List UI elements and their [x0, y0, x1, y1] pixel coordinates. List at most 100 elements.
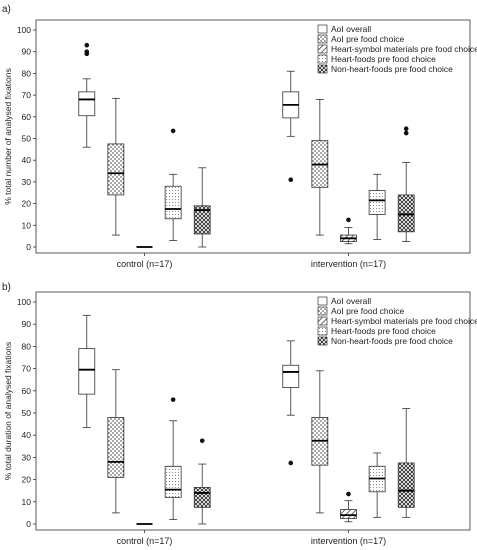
box-4-0: [193, 438, 211, 525]
box-0-0: [78, 314, 96, 428]
y-tick-label: 10: [22, 497, 32, 507]
y-axis-label: % total duration of analysed fixations: [3, 342, 13, 480]
box-3-1: [368, 173, 386, 240]
outlier-point: [84, 42, 90, 48]
y-tick-label: 90: [22, 47, 32, 57]
y-tick-label: 80: [22, 68, 32, 78]
legend-swatch: [317, 306, 328, 316]
legend-swatch: [317, 296, 328, 306]
outlier-point: [403, 126, 409, 132]
plot-frame: [35, 19, 471, 254]
y-tick-label: 100: [17, 25, 31, 35]
legend-entry: Non-heart-foods pre food choice: [331, 336, 453, 346]
box-0-0: [78, 42, 96, 148]
y-tick-label: 20: [22, 475, 32, 485]
y-tick-label: 100: [17, 297, 31, 307]
box-3-0: [164, 397, 182, 520]
outlier-point: [288, 177, 294, 183]
x-category-label: intervention (n=17): [311, 259, 386, 269]
box-1-0: [107, 97, 125, 236]
outlier-point: [199, 438, 205, 444]
y-tick-label: 90: [22, 319, 32, 329]
y-tick-label: 60: [22, 386, 32, 396]
legend-entry: Non-heart-foods pre food choice: [331, 64, 453, 74]
x-category-label: control (n=17): [117, 536, 173, 546]
outlier-point: [346, 217, 351, 223]
y-tick-label: 70: [22, 90, 32, 100]
box-1-1: [311, 370, 329, 514]
box-iqr: [164, 465, 182, 498]
box-0-1: [282, 340, 300, 466]
legend-entry: AoI overall: [331, 24, 371, 34]
y-axis-label: % total number of analysed fixations: [3, 68, 13, 205]
legend-swatch: [317, 326, 328, 336]
legend-entry: AoI pre food choice: [331, 306, 405, 316]
legend-entry: Heart-symbol materials pre food choice: [331, 44, 477, 54]
legend-entry: AoI overall: [331, 296, 371, 306]
box-iqr: [78, 348, 96, 395]
y-tick-label: 10: [22, 220, 32, 230]
legend-swatch: [317, 316, 328, 326]
y-tick-label: 70: [22, 364, 32, 374]
outlier-point: [288, 460, 294, 466]
y-tick-label: 20: [22, 199, 32, 209]
x-category-label: control (n=17): [117, 259, 173, 269]
panel-label: a): [2, 4, 11, 15]
box-2-1: [340, 217, 357, 245]
y-tick-label: 0: [26, 519, 31, 529]
box-iqr: [193, 205, 211, 235]
y-tick-label: 40: [22, 430, 32, 440]
legend-entry: Heart-foods pre food choice: [331, 326, 436, 336]
box-iqr: [282, 364, 300, 388]
box-2-1: [340, 491, 357, 523]
panel-label: b): [2, 282, 11, 293]
box-4-1: [397, 126, 415, 242]
box-iqr: [193, 486, 211, 508]
box-3-1: [368, 452, 386, 518]
y-tick-label: 30: [22, 452, 32, 462]
box-iqr: [397, 194, 415, 233]
y-tick-label: 0: [26, 242, 31, 252]
y-tick-label: 30: [22, 177, 32, 187]
box-iqr: [107, 143, 125, 196]
box-1-0: [107, 369, 125, 514]
legend-swatch: [317, 44, 328, 54]
legend-entry: Heart-symbol materials pre food choice: [331, 316, 477, 326]
chart-panel-2: b) 0 10 20 30 40 50 60 70 80 90 100 % total duration…: [2, 282, 477, 546]
box-iqr: [164, 185, 182, 220]
box-4-1: [397, 408, 415, 518]
box-iqr: [78, 91, 96, 117]
x-category-label: intervention (n=17): [311, 536, 386, 546]
box-3-0: [164, 128, 182, 241]
outlier-point: [403, 130, 409, 136]
y-tick-label: 50: [22, 134, 32, 144]
outlier-point: [84, 49, 90, 54]
legend-swatch: [317, 24, 328, 34]
legend-entry: Heart-foods pre food choice: [331, 54, 436, 64]
legend-swatch: [317, 64, 328, 74]
box-1-1: [311, 99, 329, 236]
legend-swatch: [317, 336, 328, 346]
box-iqr: [340, 509, 357, 519]
box-iqr: [368, 190, 386, 215]
legend-swatch: [317, 34, 328, 44]
box-iqr: [107, 417, 125, 478]
box-0-1: [282, 70, 300, 183]
y-tick-label: 40: [22, 155, 32, 165]
legend-entry: AoI pre food choice: [331, 34, 405, 44]
legend-swatch: [317, 54, 328, 64]
chart-panel-1: a) 0 10 20 30 40 50 60 70 80 90 100 % total number o…: [2, 4, 477, 269]
outlier-point: [346, 491, 351, 497]
y-tick-label: 60: [22, 112, 32, 122]
outlier-point: [170, 128, 176, 134]
y-tick-label: 80: [22, 341, 32, 351]
plot-frame: [35, 291, 471, 531]
y-tick-label: 50: [22, 408, 32, 418]
box-4-0: [193, 167, 211, 248]
outlier-point: [170, 397, 176, 402]
box-iqr: [397, 462, 415, 508]
